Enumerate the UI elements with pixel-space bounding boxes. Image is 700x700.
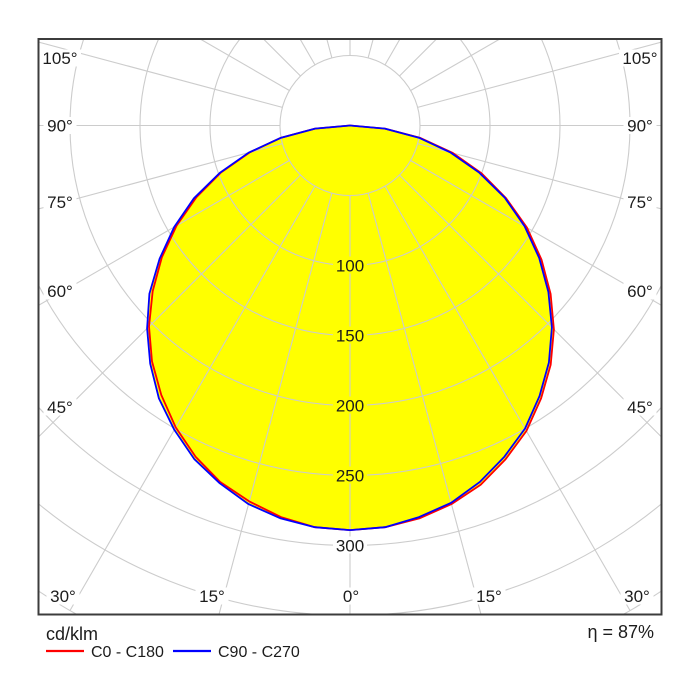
legend-unit-label: cd/klm [46, 624, 98, 644]
angle-label-bg [43, 193, 77, 211]
plot-frame [37, 38, 663, 616]
grid-radial-240 [199, 39, 290, 91]
angle-label-15deg: 15° [476, 587, 502, 606]
ring-label-250: 250 [336, 467, 364, 486]
angle-label-bg [623, 193, 657, 211]
angle-label-bg [623, 398, 657, 416]
angle-label-15deg: 15° [199, 587, 225, 606]
legend-label-c0-c180: C0 - C180 [91, 644, 164, 661]
grid-radial-120 [410, 39, 501, 91]
ring-label-100: 100 [336, 257, 364, 276]
ring-label-150: 150 [336, 327, 364, 346]
angle-label-105deg: 105° [42, 49, 77, 68]
grid-radial-45 [399, 174, 662, 438]
angle-label-45deg: 45° [627, 398, 653, 417]
intensity-curves [146, 124, 555, 531]
angle-label-bg [623, 282, 657, 300]
ring-label-200: 200 [336, 397, 364, 416]
angle-label-105deg: 105° [622, 49, 657, 68]
angle-label-90deg: 90° [47, 117, 73, 136]
grid-radial-255 [38, 41, 283, 108]
ring-label-bg-250 [333, 466, 367, 484]
ring-label-bg-300 [333, 536, 367, 554]
angle-label-45deg: 45° [47, 398, 73, 417]
angle-label-bg [619, 49, 661, 67]
angle-label-30deg: 30° [50, 587, 76, 606]
ring-label-bg-200 [333, 396, 367, 414]
angle-label-bg [43, 282, 77, 300]
curve-c90-c270 [146, 124, 553, 531]
efficiency-label: η = 87% [587, 622, 654, 642]
angle-label-bg [39, 49, 81, 67]
grid-radial-30 [384, 185, 631, 611]
angle-label-bg [43, 117, 77, 134]
angle-label-bg [43, 398, 77, 416]
grid-radial-300 [38, 160, 290, 306]
angle-label-75deg: 75° [627, 193, 653, 212]
grid-radial-330 [69, 185, 316, 611]
grid-radial-315 [38, 174, 301, 438]
ring-label-bg-150 [333, 326, 367, 344]
angle-label-90deg: 90° [627, 117, 653, 136]
angle-label-30deg: 30° [624, 587, 650, 606]
angle-label-bg [46, 587, 80, 605]
ring-label-300: 300 [336, 537, 364, 556]
ring-value-labels: 100 150 200 250 300 [333, 256, 367, 556]
angle-label-60deg: 60° [627, 282, 653, 301]
angle-label-bg [472, 587, 506, 605]
angle-labels: 105° 105° 90° 90° 75° 75° 60° 60° 45° 45° 30° 15° 0°… [39, 49, 661, 606]
angle-label-bg [623, 117, 657, 134]
angle-label-0deg: 0° [343, 587, 359, 606]
legend-label-c90-c270: C90 - C270 [218, 644, 300, 661]
grid-radial-105 [417, 41, 662, 108]
grid-radial-60 [410, 160, 662, 306]
ring-label-bg-100 [333, 256, 367, 274]
angle-label-bg [339, 587, 363, 605]
angle-label-75deg: 75° [47, 193, 73, 212]
angle-label-60deg: 60° [47, 282, 73, 301]
angle-label-bg [195, 587, 229, 605]
angle-label-bg [620, 587, 654, 605]
